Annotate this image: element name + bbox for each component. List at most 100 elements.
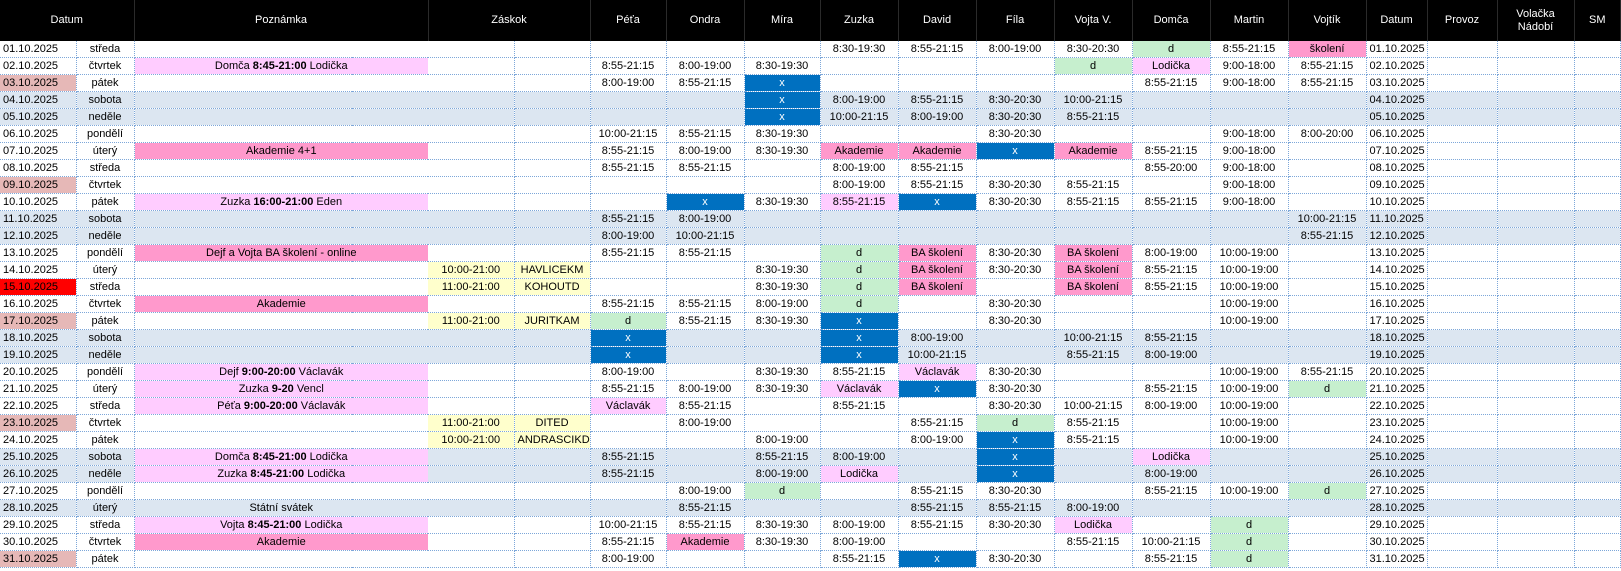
- substitute-name-cell[interactable]: [514, 397, 591, 415]
- shift-cell-fila[interactable]: x: [976, 465, 1055, 483]
- note-cell[interactable]: [134, 431, 429, 449]
- sm-cell[interactable]: [1574, 329, 1621, 347]
- date-cell-right[interactable]: 05.10.2025: [1366, 108, 1428, 126]
- provoz-cell[interactable]: [1427, 499, 1498, 517]
- date-cell[interactable]: 28.10.2025: [0, 499, 77, 517]
- shift-cell-ondra[interactable]: 8:00-19:00: [666, 57, 745, 75]
- volacka-cell[interactable]: [1497, 91, 1575, 109]
- shift-cell-david[interactable]: 8:00-19:00: [898, 431, 977, 449]
- sm-cell[interactable]: [1574, 397, 1621, 415]
- shift-cell-vojta-v[interactable]: [1054, 125, 1133, 143]
- shift-cell-vojta-v[interactable]: [1054, 227, 1133, 245]
- shift-cell-martin[interactable]: 9:00-18:00: [1210, 159, 1289, 177]
- shift-cell-mira[interactable]: 8:00-19:00: [744, 295, 821, 313]
- substitute-name-cell[interactable]: [514, 533, 591, 551]
- provoz-cell[interactable]: [1427, 448, 1498, 466]
- shift-cell-peta[interactable]: [590, 482, 667, 500]
- shift-cell-peta[interactable]: [590, 278, 667, 296]
- shift-cell-vojtik[interactable]: [1288, 397, 1367, 415]
- shift-cell-ondra[interactable]: [666, 41, 745, 58]
- provoz-cell[interactable]: [1427, 227, 1498, 245]
- shift-cell-domca[interactable]: 8:55-21:15: [1132, 193, 1211, 211]
- note-cell[interactable]: Zuzka 16:00-21:00 Eden: [134, 193, 429, 211]
- shift-cell-zuzka[interactable]: 8:00-19:00: [820, 159, 899, 177]
- sm-cell[interactable]: [1574, 516, 1621, 534]
- date-cell-right[interactable]: 30.10.2025: [1366, 533, 1428, 551]
- note-cell[interactable]: Státní svátek: [134, 499, 429, 517]
- shift-cell-vojtik[interactable]: [1288, 244, 1367, 262]
- shift-cell-martin[interactable]: 10:00-19:00: [1210, 431, 1289, 449]
- provoz-cell[interactable]: [1427, 125, 1498, 143]
- shift-cell-fila[interactable]: 8:30-20:30: [976, 193, 1055, 211]
- shift-cell-vojta-v[interactable]: [1054, 295, 1133, 313]
- date-cell[interactable]: 16.10.2025: [0, 295, 77, 313]
- shift-cell-mira[interactable]: 8:30-19:30: [744, 363, 821, 381]
- shift-cell-mira[interactable]: [744, 499, 821, 517]
- shift-cell-martin[interactable]: 10:00-19:00: [1210, 482, 1289, 500]
- volacka-cell[interactable]: [1497, 312, 1575, 330]
- shift-cell-peta[interactable]: Václavák: [590, 397, 667, 415]
- shift-cell-peta[interactable]: 8:55-21:15: [590, 57, 667, 75]
- shift-cell-fila[interactable]: [976, 329, 1055, 347]
- shift-cell-vojta-v[interactable]: 8:30-20:30: [1054, 41, 1133, 58]
- shift-cell-ondra[interactable]: [666, 550, 745, 568]
- provoz-cell[interactable]: [1427, 278, 1498, 296]
- shift-cell-fila[interactable]: [976, 210, 1055, 228]
- shift-cell-fila[interactable]: 8:30-20:30: [976, 108, 1055, 126]
- sm-cell[interactable]: [1574, 125, 1621, 143]
- shift-cell-peta[interactable]: 8:55-21:15: [590, 533, 667, 551]
- substitute-time-cell[interactable]: [428, 499, 515, 517]
- provoz-cell[interactable]: [1427, 295, 1498, 313]
- weekday-cell[interactable]: pondělí: [76, 244, 135, 262]
- shift-cell-martin[interactable]: d: [1210, 550, 1289, 568]
- sm-cell[interactable]: [1574, 295, 1621, 313]
- shift-cell-david[interactable]: 8:00-19:00: [898, 108, 977, 126]
- provoz-cell[interactable]: [1427, 516, 1498, 534]
- shift-cell-ondra[interactable]: [666, 431, 745, 449]
- shift-cell-fila[interactable]: 8:30-20:30: [976, 550, 1055, 568]
- shift-cell-vojta-v[interactable]: 10:00-21:15: [1054, 329, 1133, 347]
- weekday-cell[interactable]: středa: [76, 397, 135, 415]
- substitute-name-cell[interactable]: [514, 108, 591, 126]
- volacka-cell[interactable]: [1497, 108, 1575, 126]
- shift-cell-peta[interactable]: [590, 414, 667, 432]
- weekday-cell[interactable]: pátek: [76, 74, 135, 92]
- shift-cell-fila[interactable]: 8:30-20:30: [976, 516, 1055, 534]
- sm-cell[interactable]: [1574, 499, 1621, 517]
- shift-cell-domca[interactable]: [1132, 108, 1211, 126]
- volacka-cell[interactable]: [1497, 278, 1575, 296]
- shift-cell-domca[interactable]: [1132, 312, 1211, 330]
- shift-cell-mira[interactable]: [744, 227, 821, 245]
- provoz-cell[interactable]: [1427, 380, 1498, 398]
- volacka-cell[interactable]: [1497, 414, 1575, 432]
- shift-cell-vojta-v[interactable]: 10:00-21:15: [1054, 397, 1133, 415]
- substitute-name-cell[interactable]: ANDRASCIKD: [514, 431, 591, 449]
- note-cell[interactable]: [134, 74, 429, 92]
- date-cell-right[interactable]: 26.10.2025: [1366, 465, 1428, 483]
- substitute-time-cell[interactable]: 10:00-21:00: [428, 431, 515, 449]
- substitute-name-cell[interactable]: [514, 346, 591, 364]
- substitute-time-cell[interactable]: [428, 329, 515, 347]
- date-cell[interactable]: 11.10.2025: [0, 210, 77, 228]
- sm-cell[interactable]: [1574, 91, 1621, 109]
- shift-cell-ondra[interactable]: 8:55-21:15: [666, 499, 745, 517]
- shift-cell-ondra[interactable]: 8:55-21:15: [666, 516, 745, 534]
- shift-cell-david[interactable]: Akademie: [898, 142, 977, 160]
- shift-cell-vojta-v[interactable]: [1054, 312, 1133, 330]
- substitute-time-cell[interactable]: [428, 550, 515, 568]
- substitute-time-cell[interactable]: [428, 91, 515, 109]
- date-cell[interactable]: 05.10.2025: [0, 108, 77, 126]
- shift-cell-vojta-v[interactable]: Lodička: [1054, 516, 1133, 534]
- shift-cell-david[interactable]: 8:55-21:15: [898, 41, 977, 58]
- shift-cell-martin[interactable]: 9:00-18:00: [1210, 142, 1289, 160]
- shift-cell-vojtik[interactable]: 8:55-21:15: [1288, 57, 1367, 75]
- weekday-cell[interactable]: čtvrtek: [76, 295, 135, 313]
- shift-cell-ondra[interactable]: [666, 448, 745, 466]
- shift-cell-domca[interactable]: 8:00-19:00: [1132, 397, 1211, 415]
- shift-cell-zuzka[interactable]: 8:00-19:00: [820, 516, 899, 534]
- shift-cell-fila[interactable]: [976, 533, 1055, 551]
- shift-cell-fila[interactable]: 8:30-20:30: [976, 295, 1055, 313]
- date-cell-right[interactable]: 09.10.2025: [1366, 176, 1428, 194]
- shift-cell-fila[interactable]: 8:30-20:30: [976, 261, 1055, 279]
- shift-cell-vojtik[interactable]: [1288, 448, 1367, 466]
